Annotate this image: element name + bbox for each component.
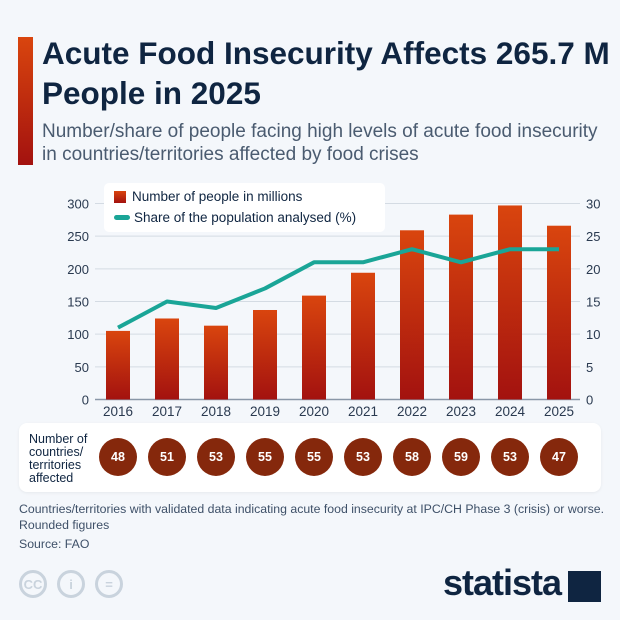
y2-tick-label: 25 — [586, 229, 600, 244]
statista-logo-mark — [568, 571, 601, 602]
x-tick-label: 2020 — [299, 404, 329, 419]
y2-tick-label: 5 — [586, 360, 593, 375]
bar — [449, 214, 473, 400]
bar — [155, 318, 179, 400]
x-tick-label: 2023 — [446, 404, 476, 419]
no-derivatives-icon[interactable]: = — [95, 570, 123, 598]
y-tick-label: 200 — [67, 262, 89, 277]
legend-item-line: Share of the population analysed (%) — [114, 210, 356, 225]
country-count-circle: 59 — [442, 438, 480, 476]
chart: 0 0 50 5 100 10 150 15 200 20 250 25 300 30 2016 2017 20… — [67, 197, 600, 420]
subtitle: Number/share of people facing high level… — [42, 121, 598, 165]
y-tick-label: 0 — [82, 393, 89, 408]
y2-tick-label: 30 — [586, 197, 600, 212]
share-line — [117, 247, 559, 330]
footnote: Countries/territories with validated dat… — [19, 502, 605, 532]
y2-tick-label: 20 — [586, 262, 600, 277]
y2-tick-label: 0 — [586, 393, 593, 408]
x-tick-label: 2017 — [152, 404, 182, 419]
y2-tick-label: 10 — [586, 327, 600, 342]
countries-label: Number of countries/ territories affecte… — [29, 432, 88, 485]
y-tick-label: 150 — [67, 295, 89, 310]
x-tick-label: 2019 — [250, 404, 280, 419]
x-tick-label: 2022 — [397, 404, 427, 419]
page-title: Acute Food Insecurity Affects 265.7 M Pe… — [42, 35, 610, 111]
country-count-circle: 48 — [99, 438, 137, 476]
country-count-circle: 47 — [540, 438, 578, 476]
x-tick-label: 2025 — [544, 404, 574, 419]
x-tick-label: 2016 — [103, 404, 133, 419]
countries-panel: Number of countries/ territories affecte… — [19, 423, 601, 492]
line-swatch — [114, 215, 130, 220]
bar-swatch — [114, 190, 126, 203]
bar — [204, 325, 228, 400]
x-tick-label: 2018 — [201, 404, 231, 419]
country-count-circle: 53 — [344, 438, 382, 476]
bar — [253, 309, 277, 400]
country-count-circle: 53 — [197, 438, 235, 476]
legend-label: Share of the population analysed (%) — [134, 210, 357, 225]
y-tick-label: 300 — [67, 197, 89, 212]
x-tick-label: 2024 — [495, 404, 526, 419]
legend: Number of people in millions Share of th… — [104, 183, 385, 232]
source: Source: FAO — [19, 537, 90, 551]
y-tick-label: 50 — [75, 360, 89, 375]
x-tick-label: 2021 — [348, 404, 378, 419]
legend-label: Number of people in millions — [132, 189, 303, 204]
country-count-circle: 53 — [491, 438, 529, 476]
bar — [302, 295, 326, 400]
y2-tick-label: 15 — [586, 295, 600, 310]
bar — [547, 225, 571, 400]
bar — [400, 230, 424, 400]
bar — [106, 330, 130, 400]
bar — [498, 205, 522, 400]
country-count-circle: 55 — [295, 438, 333, 476]
attribution-icon[interactable]: i — [57, 570, 85, 598]
country-count-circle: 51 — [148, 438, 186, 476]
bar — [351, 272, 375, 400]
y-tick-label: 250 — [67, 229, 89, 244]
statista-logo[interactable]: statista — [443, 562, 562, 603]
country-count-circle: 55 — [246, 438, 284, 476]
legend-item-bars: Number of people in millions — [114, 189, 302, 204]
cc-icon[interactable]: CC — [19, 570, 47, 598]
country-count-circle: 58 — [393, 438, 431, 476]
y-tick-label: 100 — [67, 327, 89, 342]
accent-bar — [18, 37, 33, 165]
